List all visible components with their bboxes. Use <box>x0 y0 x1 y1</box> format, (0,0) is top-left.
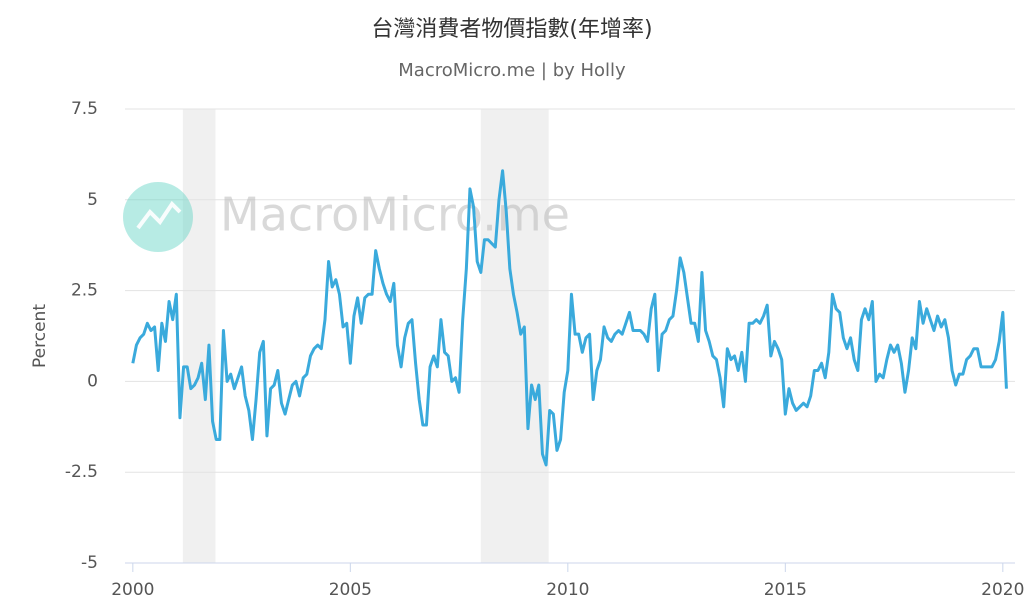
y-tick-label: 2.5 <box>71 281 98 301</box>
line-series <box>131 169 1008 467</box>
watermark-logo-icon <box>136 200 182 230</box>
chart-subtitle: MacroMicro.me | by Holly <box>398 60 626 81</box>
x-tick-label: 2020 <box>981 580 1024 600</box>
x-tick-label: 2000 <box>111 580 154 600</box>
y-tick-label: 5 <box>87 190 98 210</box>
y-axis-label: Percent <box>30 304 50 368</box>
watermark-text: MacroMicro.me <box>220 188 570 242</box>
watermark: MacroMicro.me <box>123 182 570 252</box>
watermark-logo <box>123 182 193 252</box>
x-tick-label: 2010 <box>546 580 589 600</box>
x-tick-label: 2005 <box>329 580 372 600</box>
y-tick-label: -2.5 <box>65 462 98 482</box>
x-tick-label: 2015 <box>764 580 807 600</box>
shaded-period <box>480 109 549 563</box>
y-tick-label: 0 <box>87 371 98 391</box>
chart-title: 台灣消費者物價指數(年增率) <box>371 17 652 42</box>
shaded-period <box>182 109 216 563</box>
y-tick-label: -5 <box>81 553 98 573</box>
y-tick-label: 7.5 <box>71 99 98 119</box>
